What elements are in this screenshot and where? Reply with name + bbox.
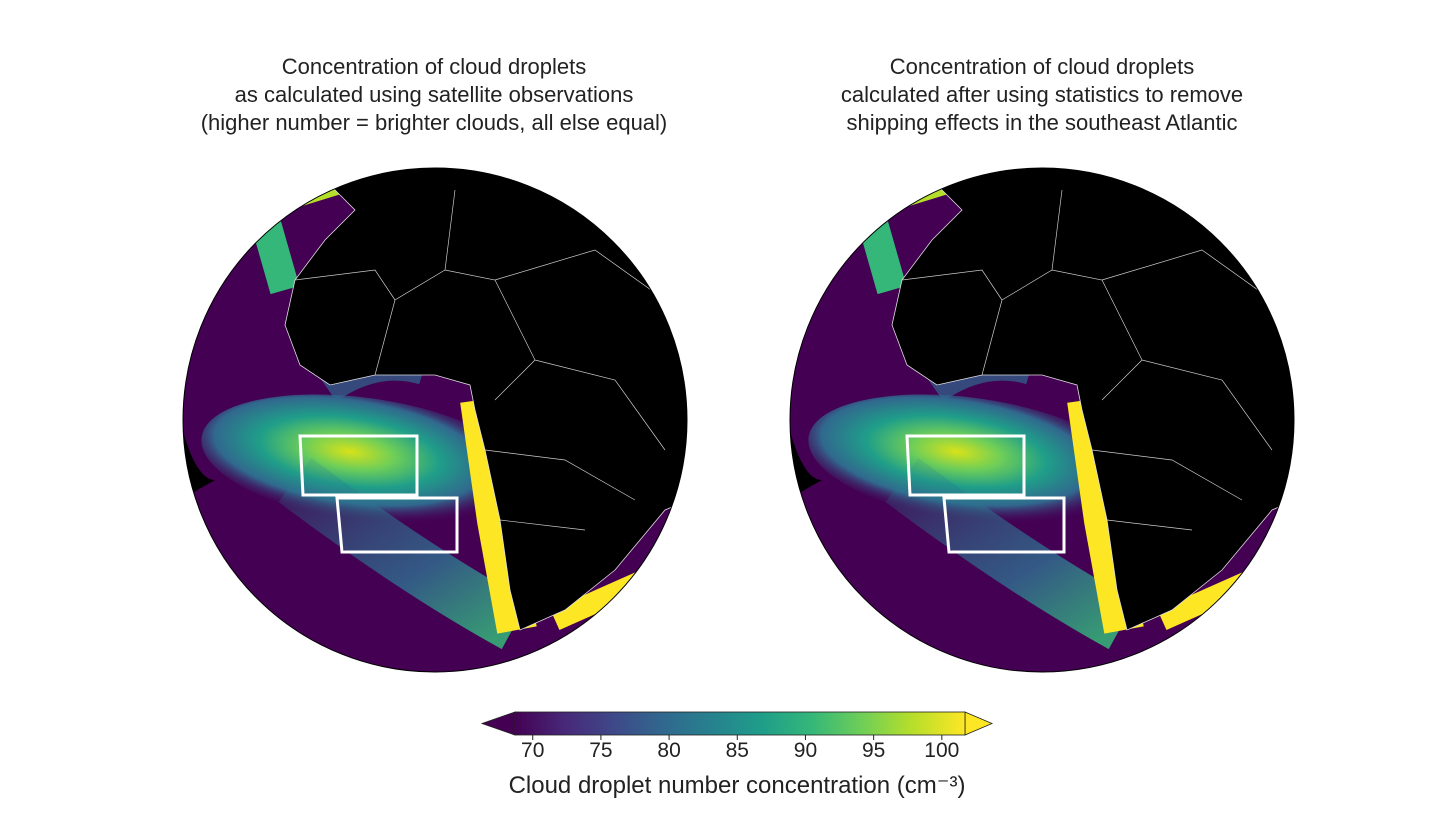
colorbar-label: Cloud droplet number concentration (cm⁻³… <box>509 772 966 799</box>
panel-title: shipping effects in the southeast Atlant… <box>847 110 1238 135</box>
globe-map <box>787 120 1342 672</box>
globe-map <box>180 120 735 672</box>
colorbar-tick-label: 70 <box>521 739 544 762</box>
colorbar: Cloud droplet number concentration (cm⁻³… <box>480 711 994 799</box>
colorbar-tick-label: 90 <box>794 739 817 762</box>
colorbar-extend-high <box>964 711 994 736</box>
colorbar-tick-label: 75 <box>589 739 612 762</box>
panel-title: calculated after using statistics to rem… <box>841 82 1243 107</box>
colorbar-tick-label: 100 <box>924 739 959 762</box>
colorbar-extend-low <box>480 711 516 736</box>
colorbar-tick-label: 80 <box>657 739 680 762</box>
panel-title: (higher number = brighter clouds, all el… <box>201 110 668 135</box>
colorbar-gradient <box>514 711 966 736</box>
colorbar-tick-label: 95 <box>862 739 885 762</box>
panel-title: as calculated using satellite observatio… <box>235 82 634 107</box>
panel-title: Concentration of cloud droplets <box>282 54 587 79</box>
panel-title: Concentration of cloud droplets <box>890 54 1195 79</box>
colorbar-tick-label: 85 <box>726 739 749 762</box>
titles: Concentration of cloud droplets as calcul… <box>201 54 1243 135</box>
